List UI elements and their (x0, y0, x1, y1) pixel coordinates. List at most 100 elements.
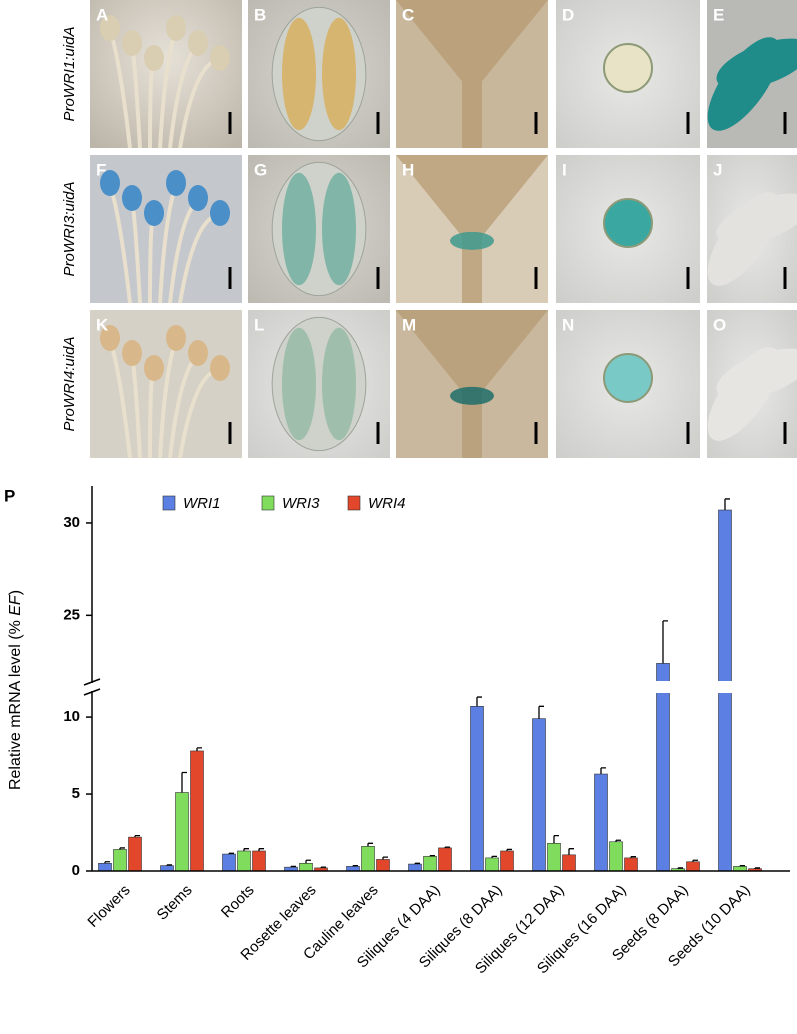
bar (361, 846, 375, 872)
panel-letter: E (713, 5, 724, 24)
panel-letter: K (96, 315, 109, 334)
receptacle (396, 0, 548, 148)
error-bar (134, 834, 140, 838)
flower (166, 170, 186, 196)
error-bar (444, 846, 450, 848)
error-bar (506, 848, 512, 851)
y-tick-label: 10 (63, 708, 80, 725)
error-bar (692, 859, 698, 862)
error-bar (382, 856, 388, 860)
legend-swatch (347, 495, 361, 511)
error-bar (166, 864, 172, 866)
flower (122, 30, 142, 56)
x-tick-label: Roots (218, 882, 258, 922)
error-bar (630, 856, 636, 858)
flower (144, 200, 164, 226)
bar (532, 718, 546, 872)
error-bar (414, 862, 420, 865)
bar (547, 842, 561, 872)
bar (470, 706, 484, 872)
panel-letter: J (713, 160, 722, 179)
panel-letter: D (562, 5, 574, 24)
panel-letter: L (254, 315, 264, 334)
legend-swatch (261, 495, 275, 511)
error-bar (724, 498, 730, 511)
error-bar (615, 839, 621, 842)
bar (128, 836, 142, 872)
receptacle (396, 155, 548, 303)
bar (686, 861, 700, 872)
panel-letter: F (96, 160, 106, 179)
legend-label: WRI3 (282, 495, 320, 512)
embryo (716, 193, 797, 245)
receptacle (396, 310, 548, 458)
y-axis-label: Relative mRNA level (% EF) (7, 590, 24, 790)
stain (450, 386, 494, 405)
panel-letter: G (254, 160, 267, 179)
locule (322, 17, 356, 131)
bar (376, 859, 390, 872)
pollen (603, 353, 653, 403)
y-tick-label: 25 (63, 606, 80, 623)
bar (500, 850, 514, 872)
error-bar (367, 842, 373, 847)
error-bar (196, 747, 202, 751)
x-tick-label: Flowers (84, 882, 133, 931)
bar (485, 857, 499, 872)
flower (188, 30, 208, 56)
flower (166, 15, 186, 41)
error-bar (305, 859, 311, 864)
locule (282, 327, 316, 441)
flower (166, 325, 186, 351)
error-bar (662, 620, 668, 664)
pollen (603, 198, 653, 248)
bar (299, 863, 313, 872)
error-bar (677, 867, 683, 869)
locule (322, 327, 356, 441)
flower (144, 45, 164, 71)
panel-letter: N (562, 315, 574, 334)
panel-letter: H (402, 160, 414, 179)
pollen (603, 43, 653, 93)
error-bar (553, 834, 559, 844)
bar (175, 792, 189, 872)
row-label: ProWRI1:uidA (61, 26, 78, 121)
error-bar (119, 847, 125, 850)
legend-label: WRI4 (368, 495, 406, 512)
bar (113, 849, 127, 872)
bar (98, 863, 112, 872)
flower (122, 340, 142, 366)
bar (562, 854, 576, 872)
flower (100, 325, 120, 351)
flower (100, 15, 120, 41)
error-bar (476, 696, 482, 707)
error-bar (538, 705, 544, 719)
bar (656, 663, 670, 872)
error-bar (228, 852, 234, 855)
bar (609, 841, 623, 872)
panel-letter: I (562, 160, 567, 179)
bar (252, 850, 266, 872)
panel-letter: C (402, 5, 414, 24)
flower (210, 355, 230, 381)
legend-label: WRI1 (183, 495, 221, 512)
flower (122, 185, 142, 211)
y-tick-label: 30 (63, 514, 80, 531)
x-tick-label: Stems (154, 882, 196, 924)
panel-letter: B (254, 5, 266, 24)
error-bar (352, 864, 358, 867)
axis-break-gap (93, 681, 793, 693)
bar (408, 863, 422, 872)
flower (210, 200, 230, 226)
error-bar (290, 865, 296, 868)
embryo (716, 38, 797, 90)
error-bar (739, 864, 745, 867)
bar (222, 853, 236, 872)
locule (282, 17, 316, 131)
bar (624, 857, 638, 872)
error-bar (181, 771, 187, 793)
flower (210, 45, 230, 71)
bar (160, 865, 174, 872)
